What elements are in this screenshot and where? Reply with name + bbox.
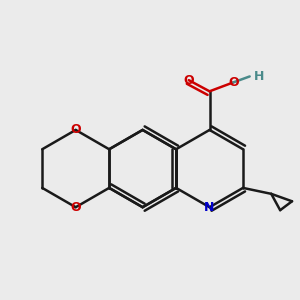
Text: O: O [70,123,81,136]
Text: O: O [228,76,238,89]
Text: H: H [254,70,264,83]
Text: O: O [183,74,194,87]
Text: O: O [70,201,81,214]
Text: N: N [204,201,215,214]
